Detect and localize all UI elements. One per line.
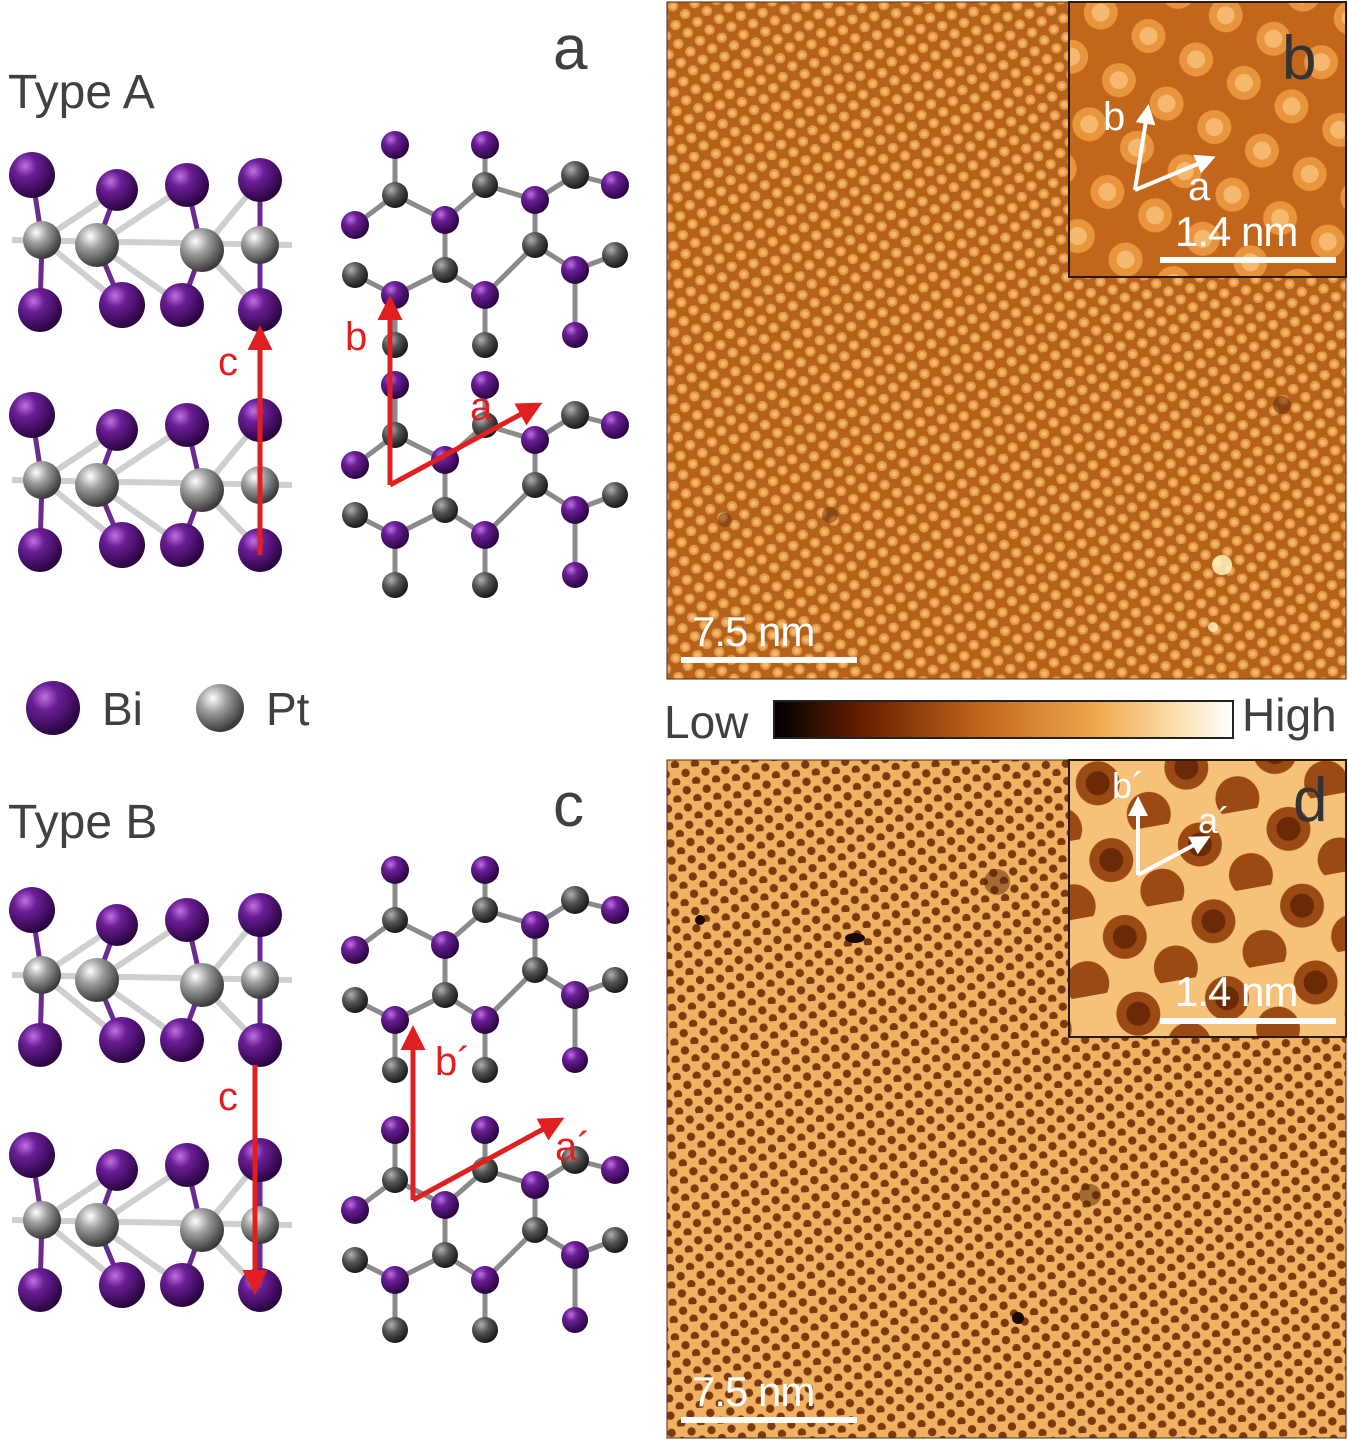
stm-inset-d bbox=[1068, 759, 1347, 1038]
panel-d-letter: d bbox=[1293, 766, 1328, 835]
inset-b-vector-a-label: a bbox=[1188, 165, 1211, 209]
type-a-label: Type A bbox=[8, 66, 155, 119]
type-a-top-view bbox=[341, 131, 629, 598]
crystal-structure-figure bbox=[0, 0, 660, 1440]
colorbar bbox=[773, 700, 1234, 739]
vector-a-prime-arrow bbox=[411, 1117, 565, 1203]
vector-a-label: a bbox=[470, 385, 493, 429]
pt-legend-label: Pt bbox=[266, 683, 310, 735]
panel-c-letter: c bbox=[553, 771, 584, 840]
inset-b-scale-bar bbox=[1160, 257, 1336, 263]
vector-c-prime-label: c bbox=[218, 1075, 238, 1119]
stm-inset-b bbox=[1068, 1, 1347, 278]
bi-legend-sphere bbox=[26, 681, 80, 735]
inset-b-scale-label: 1.4 nm bbox=[1175, 208, 1298, 255]
vector-a-arrow bbox=[388, 402, 543, 488]
inset-d-vector-a-label: a´ bbox=[1198, 800, 1231, 841]
vector-a-prime-label: a´ bbox=[555, 1125, 591, 1169]
stm-b-scale-bar bbox=[681, 657, 857, 663]
vector-b-prime-label: b´ bbox=[435, 1040, 471, 1084]
type-b-side-view bbox=[9, 887, 292, 1312]
stm-d-scale-label: 7.5 nm bbox=[692, 1368, 815, 1415]
colorbar-high-label: High bbox=[1242, 689, 1337, 741]
inset-d-vector-b-label: b´ bbox=[1112, 765, 1145, 806]
panel-a-letter: a bbox=[553, 14, 588, 83]
panel-b-letter: b bbox=[1282, 24, 1317, 93]
inset-d-scale-label: 1.4 nm bbox=[1175, 968, 1298, 1015]
vector-c-label: c bbox=[218, 340, 238, 384]
inset-b-vector-b-label: b bbox=[1103, 95, 1126, 139]
type-a-side-view bbox=[9, 152, 292, 572]
bi-legend-label: Bi bbox=[102, 683, 143, 735]
stm-b-scale-label: 7.5 nm bbox=[692, 608, 815, 655]
vector-b-label: b bbox=[345, 315, 368, 359]
stm-d-scale-bar bbox=[681, 1417, 857, 1423]
type-b-label: Type B bbox=[8, 796, 158, 849]
inset-d-scale-bar bbox=[1160, 1018, 1336, 1024]
pt-legend-sphere bbox=[196, 684, 244, 732]
colorbar-low-label: Low bbox=[664, 696, 749, 748]
type-b-top-view bbox=[341, 856, 629, 1343]
